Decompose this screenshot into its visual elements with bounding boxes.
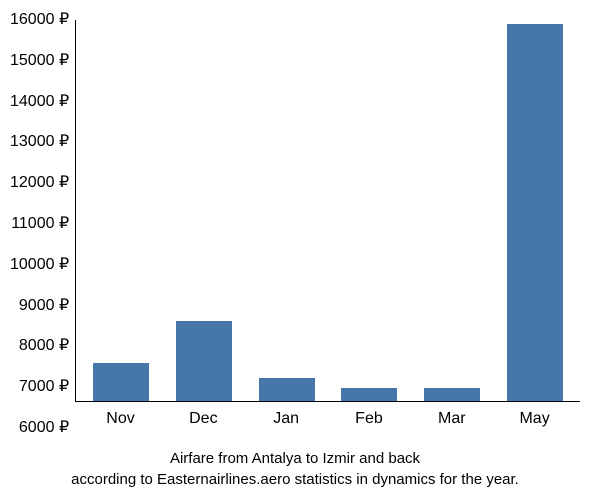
bar-jan [259, 378, 315, 401]
bar-mar [424, 388, 480, 401]
bar-may [507, 24, 563, 401]
x-axis: Nov Dec Jan Feb Mar May [75, 401, 580, 428]
bar-feb [341, 388, 397, 401]
caption-line-1: Airfare from Antalya to Izmir and back [10, 448, 580, 469]
x-tick: May [507, 410, 563, 428]
plot-area: 16000 ₽15000 ₽14000 ₽13000 ₽12000 ₽11000… [10, 20, 580, 428]
x-tick: Nov [93, 410, 149, 428]
chart-caption: Airfare from Antalya to Izmir and back a… [10, 448, 580, 490]
bar-dec [176, 321, 232, 401]
x-tick: Dec [175, 410, 231, 428]
bar-nov [93, 363, 149, 401]
bars-area [75, 20, 580, 401]
x-tick: Feb [341, 410, 397, 428]
caption-line-2: according to Easternairlines.aero statis… [10, 469, 580, 490]
x-tick: Jan [258, 410, 314, 428]
x-tick: Mar [424, 410, 480, 428]
y-axis: 16000 ₽15000 ₽14000 ₽13000 ₽12000 ₽11000… [10, 20, 75, 428]
bars-wrapper: Nov Dec Jan Feb Mar May [75, 20, 580, 428]
airfare-chart: 16000 ₽15000 ₽14000 ₽13000 ₽12000 ₽11000… [10, 20, 580, 490]
